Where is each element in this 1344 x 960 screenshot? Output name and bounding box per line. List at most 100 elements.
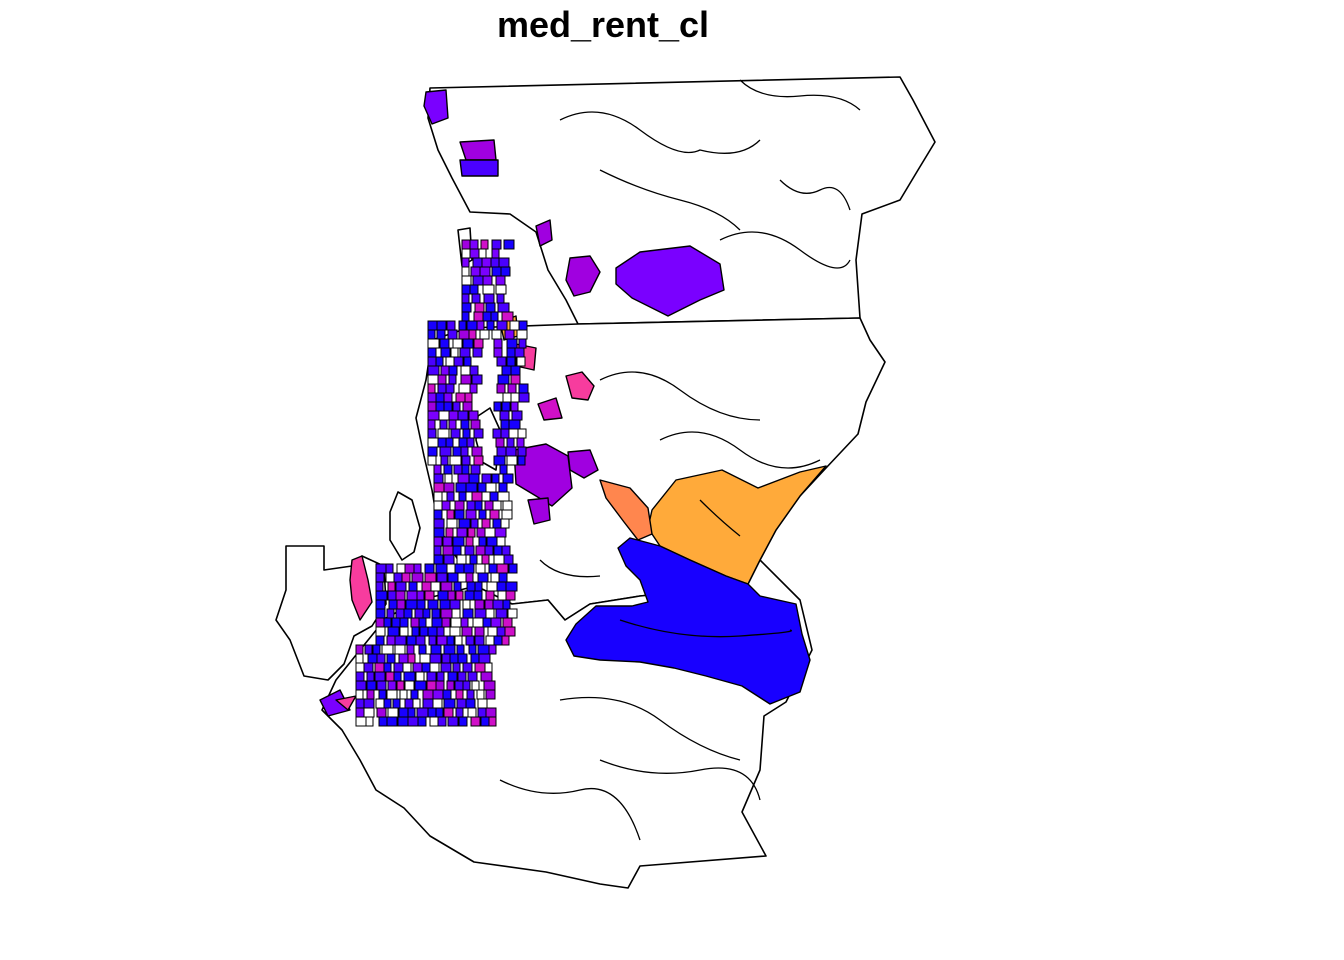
urban-tract xyxy=(436,671,445,682)
urban-tract xyxy=(468,329,477,340)
urban-tract xyxy=(440,581,453,592)
urban-tract xyxy=(406,644,415,655)
urban-tract xyxy=(437,716,447,727)
urban-tract xyxy=(439,338,450,349)
urban-tract xyxy=(446,635,455,646)
urban-tract xyxy=(450,347,459,358)
urban-tract xyxy=(479,329,490,340)
urban-tract xyxy=(490,617,502,628)
urban-tract xyxy=(446,491,455,502)
urban-tract xyxy=(446,680,455,691)
urban-tract xyxy=(507,383,517,394)
urban-tract xyxy=(461,266,470,277)
urban-tract xyxy=(473,428,484,439)
urban-tract xyxy=(447,716,459,727)
urban-tract xyxy=(443,482,455,493)
urban-tract xyxy=(433,500,443,511)
urban-tract xyxy=(415,635,426,646)
urban-tract xyxy=(375,590,388,601)
urban-tract xyxy=(474,599,485,610)
urban-tract xyxy=(451,608,461,619)
urban-tract xyxy=(376,680,387,691)
urban-tract xyxy=(462,401,473,412)
urban-tract xyxy=(491,239,502,250)
urban-tract xyxy=(433,518,445,529)
urban-tract xyxy=(465,509,477,520)
tract-purple xyxy=(565,255,601,297)
urban-tract xyxy=(442,536,453,547)
urban-tract xyxy=(432,689,444,700)
urban-tract xyxy=(514,347,525,358)
urban-tract xyxy=(366,680,377,691)
urban-tract xyxy=(481,473,492,484)
urban-tract xyxy=(396,680,405,691)
urban-tract xyxy=(501,311,514,322)
urban-tract xyxy=(443,392,453,403)
urban-tract xyxy=(462,608,474,619)
urban-tract xyxy=(474,581,483,592)
urban-tract xyxy=(422,698,434,709)
urban-tract xyxy=(372,644,381,655)
urban-tract xyxy=(447,329,458,340)
urban-tract xyxy=(468,644,477,655)
urban-tract xyxy=(429,662,440,673)
urban-tract xyxy=(455,482,468,493)
urban-tract xyxy=(466,320,478,331)
urban-tract xyxy=(461,455,471,466)
urban-tract xyxy=(448,365,458,376)
urban-tract xyxy=(472,617,485,628)
urban-tract xyxy=(493,635,503,646)
urban-tract xyxy=(387,581,396,592)
urban-tract xyxy=(496,293,505,304)
urban-tract xyxy=(453,464,463,475)
urban-tract xyxy=(485,302,496,313)
urban-tract xyxy=(478,653,491,664)
urban-tract xyxy=(436,572,448,583)
urban-tract xyxy=(461,464,470,475)
urban-tract xyxy=(506,455,518,466)
urban-tract xyxy=(387,680,397,691)
urban-tract xyxy=(493,347,503,358)
urban-tract xyxy=(449,599,461,610)
tract-salmon xyxy=(599,479,653,541)
urban-tract xyxy=(484,662,493,673)
urban-tract xyxy=(406,635,417,646)
urban-tract xyxy=(518,383,529,394)
urban-tract xyxy=(443,644,456,655)
urban-tract xyxy=(427,599,439,610)
urban-tract xyxy=(518,320,528,331)
urban-tract xyxy=(493,554,505,565)
urban-tract xyxy=(500,266,511,277)
urban-tract xyxy=(490,572,500,583)
urban-tract xyxy=(416,599,426,610)
urban-tract xyxy=(498,257,510,268)
urban-tract xyxy=(430,581,441,592)
urban-tract xyxy=(502,500,513,511)
urban-tract xyxy=(481,518,491,529)
urban-tract xyxy=(433,545,442,556)
urban-tract xyxy=(453,581,462,592)
urban-tract xyxy=(394,644,406,655)
urban-tract xyxy=(466,689,475,700)
urban-tract xyxy=(498,482,508,493)
urban-tract xyxy=(386,689,398,700)
urban-tract xyxy=(433,464,442,475)
urban-tract xyxy=(473,338,484,349)
urban-tract xyxy=(477,572,489,583)
urban-tract xyxy=(453,356,464,367)
urban-tract xyxy=(504,329,515,340)
urban-tract xyxy=(446,518,458,529)
urban-tract xyxy=(478,509,487,520)
urban-tract xyxy=(496,356,507,367)
urban-tract xyxy=(427,338,440,349)
urban-tract xyxy=(486,320,495,331)
urban-tract xyxy=(378,689,387,700)
urban-tract xyxy=(449,626,461,637)
urban-tract xyxy=(461,284,471,295)
urban-tract xyxy=(482,275,493,286)
urban-tract xyxy=(496,563,509,574)
urban-tract xyxy=(454,635,463,646)
urban-tract xyxy=(494,527,507,538)
urban-tract xyxy=(415,671,425,682)
urban-tract xyxy=(385,563,394,574)
